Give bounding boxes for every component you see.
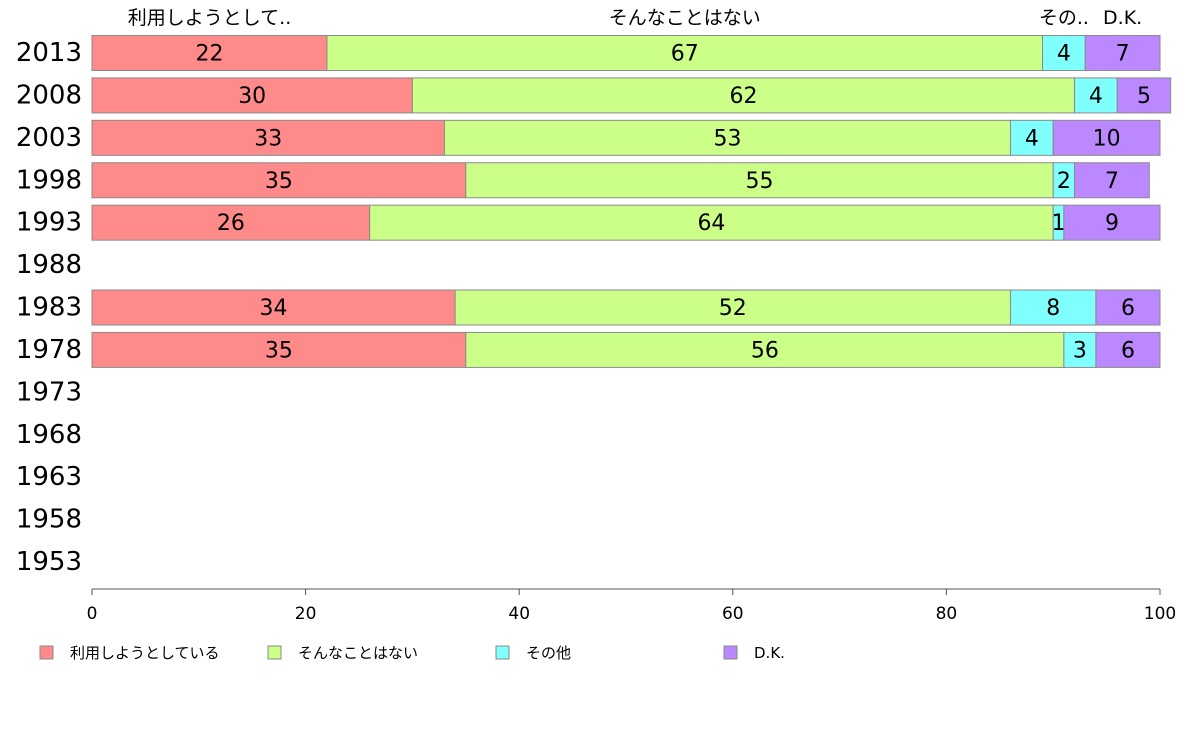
legend-swatch-series-0 bbox=[39, 645, 54, 660]
year-label-1998: 1998 bbox=[16, 165, 82, 195]
x-tick-label-80: 80 bbox=[936, 604, 958, 624]
legend-swatch-series-1 bbox=[267, 645, 282, 660]
year-label-1988: 1988 bbox=[16, 250, 82, 280]
year-label-2003: 2003 bbox=[16, 123, 82, 153]
bar-1993-series-0 bbox=[91, 204, 371, 241]
bar-value-label-1978-series-2: 3 bbox=[1073, 338, 1087, 363]
column-headers: 利用しようとして.. そんなことはない その.. D.K. bbox=[128, 7, 1142, 29]
bar-value-label-1998-series-0: 35 bbox=[265, 169, 293, 194]
year-label-1973: 1973 bbox=[16, 377, 82, 407]
bar-2013-series-3 bbox=[1084, 35, 1161, 71]
bar-value-label-1978-series-3: 6 bbox=[1121, 338, 1135, 363]
bar-value-label-1993-series-3: 9 bbox=[1105, 211, 1119, 236]
bar-value-label-2013-series-1: 67 bbox=[671, 42, 699, 67]
bar-1978-series-2 bbox=[1063, 331, 1097, 368]
bar-1993-series-1 bbox=[369, 204, 1054, 241]
year-label-1953: 1953 bbox=[16, 547, 82, 577]
bar-value-label-2008-series-0: 30 bbox=[238, 84, 266, 109]
legend-label-series-0: 利用しようとしている bbox=[70, 644, 220, 662]
bar-value-label-1993-series-2: 1 bbox=[1052, 211, 1066, 236]
bar-2008-series-0 bbox=[91, 77, 413, 114]
bar-2013-series-2 bbox=[1042, 35, 1086, 71]
bar-value-label-2013-series-3: 7 bbox=[1116, 42, 1130, 67]
legend: 利用しようとしている そんなことはない その他 D.K. bbox=[39, 644, 785, 662]
bar-1998-series-3 bbox=[1074, 162, 1150, 199]
x-tick-label-0: 0 bbox=[87, 604, 98, 624]
bar-1993-series-3 bbox=[1063, 204, 1161, 241]
bar-1978-series-0 bbox=[91, 331, 467, 368]
year-label-1963: 1963 bbox=[16, 462, 82, 492]
bar-1983-series-0 bbox=[91, 289, 456, 326]
bar-value-label-2008-series-3: 5 bbox=[1137, 84, 1151, 109]
year-label-2008: 2008 bbox=[16, 80, 82, 110]
x-axis: 0 20 40 60 80 100 bbox=[87, 588, 1176, 624]
year-label-1978: 1978 bbox=[16, 335, 82, 365]
bar-value-label-1983-series-2: 8 bbox=[1046, 296, 1060, 321]
legend-label-series-3: D.K. bbox=[754, 644, 785, 662]
bar-value-label-1998-series-2: 2 bbox=[1057, 169, 1071, 194]
bar-1998-series-1 bbox=[465, 162, 1054, 199]
column-header-series-1: そんなことはない bbox=[609, 7, 761, 29]
bar-value-label-2013-series-0: 22 bbox=[195, 42, 223, 67]
x-tick-label-100: 100 bbox=[1144, 604, 1176, 624]
bar-2008-series-2 bbox=[1074, 77, 1118, 114]
bar-2003-series-1 bbox=[443, 119, 1011, 156]
bar-2003-series-0 bbox=[91, 119, 445, 156]
year-label-1968: 1968 bbox=[16, 420, 82, 450]
bar-2008-series-1 bbox=[411, 77, 1076, 114]
year-axis: 2013 2008 2003 1998 1993 1988 1983 1978 1973 1968… bbox=[16, 38, 82, 577]
column-header-series-0: 利用しようとして.. bbox=[128, 7, 292, 29]
bar-value-label-1998-series-3: 7 bbox=[1105, 169, 1119, 194]
year-label-2013: 2013 bbox=[16, 38, 82, 68]
year-label-1983: 1983 bbox=[16, 293, 82, 323]
bar-value-label-2013-series-2: 4 bbox=[1057, 42, 1071, 67]
bar-2008-series-3 bbox=[1116, 77, 1172, 114]
x-tick-label-40: 40 bbox=[508, 604, 530, 624]
bar-1983-series-1 bbox=[454, 289, 1011, 326]
bar-value-label-2003-series-2: 4 bbox=[1025, 126, 1039, 151]
column-header-series-3: D.K. bbox=[1103, 7, 1142, 29]
bar-value-label-2003-series-1: 53 bbox=[713, 126, 741, 151]
bar-1983-series-2 bbox=[1009, 289, 1097, 326]
legend-label-series-1: そんなことはない bbox=[298, 644, 418, 662]
legend-swatch-series-2 bbox=[495, 645, 510, 660]
bar-value-label-2003-series-0: 33 bbox=[254, 126, 282, 151]
column-header-series-2: その.. bbox=[1039, 7, 1089, 29]
legend-label-series-2: その他 bbox=[526, 644, 571, 662]
bar-value-label-2003-series-3: 10 bbox=[1093, 126, 1121, 151]
bar-value-label-1983-series-1: 52 bbox=[719, 296, 747, 321]
x-tick-label-20: 20 bbox=[295, 604, 317, 624]
bar-1983-series-3 bbox=[1095, 289, 1161, 326]
bar-value-label-1998-series-1: 55 bbox=[746, 169, 774, 194]
bar-value-label-1993-series-0: 26 bbox=[217, 211, 245, 236]
bar-2013-series-1 bbox=[326, 35, 1044, 71]
bar-value-label-1983-series-0: 34 bbox=[260, 296, 288, 321]
bar-value-label-1978-series-0: 35 bbox=[265, 338, 293, 363]
legend-swatch-series-3 bbox=[723, 645, 738, 660]
bar-2003-series-3 bbox=[1052, 119, 1161, 156]
bar-value-label-1978-series-1: 56 bbox=[751, 338, 779, 363]
year-label-1993: 1993 bbox=[16, 208, 82, 238]
bar-1998-series-0 bbox=[91, 162, 467, 199]
year-label-1958: 1958 bbox=[16, 505, 82, 535]
bar-1978-series-3 bbox=[1095, 331, 1161, 368]
bar-value-label-1993-series-1: 64 bbox=[697, 211, 725, 236]
bar-value-label-2008-series-2: 4 bbox=[1089, 84, 1103, 109]
bar-value-label-1983-series-3: 6 bbox=[1121, 296, 1135, 321]
x-tick-label-60: 60 bbox=[722, 604, 744, 624]
bar-2013-series-0 bbox=[91, 35, 328, 71]
bar-value-label-2008-series-1: 62 bbox=[729, 84, 757, 109]
